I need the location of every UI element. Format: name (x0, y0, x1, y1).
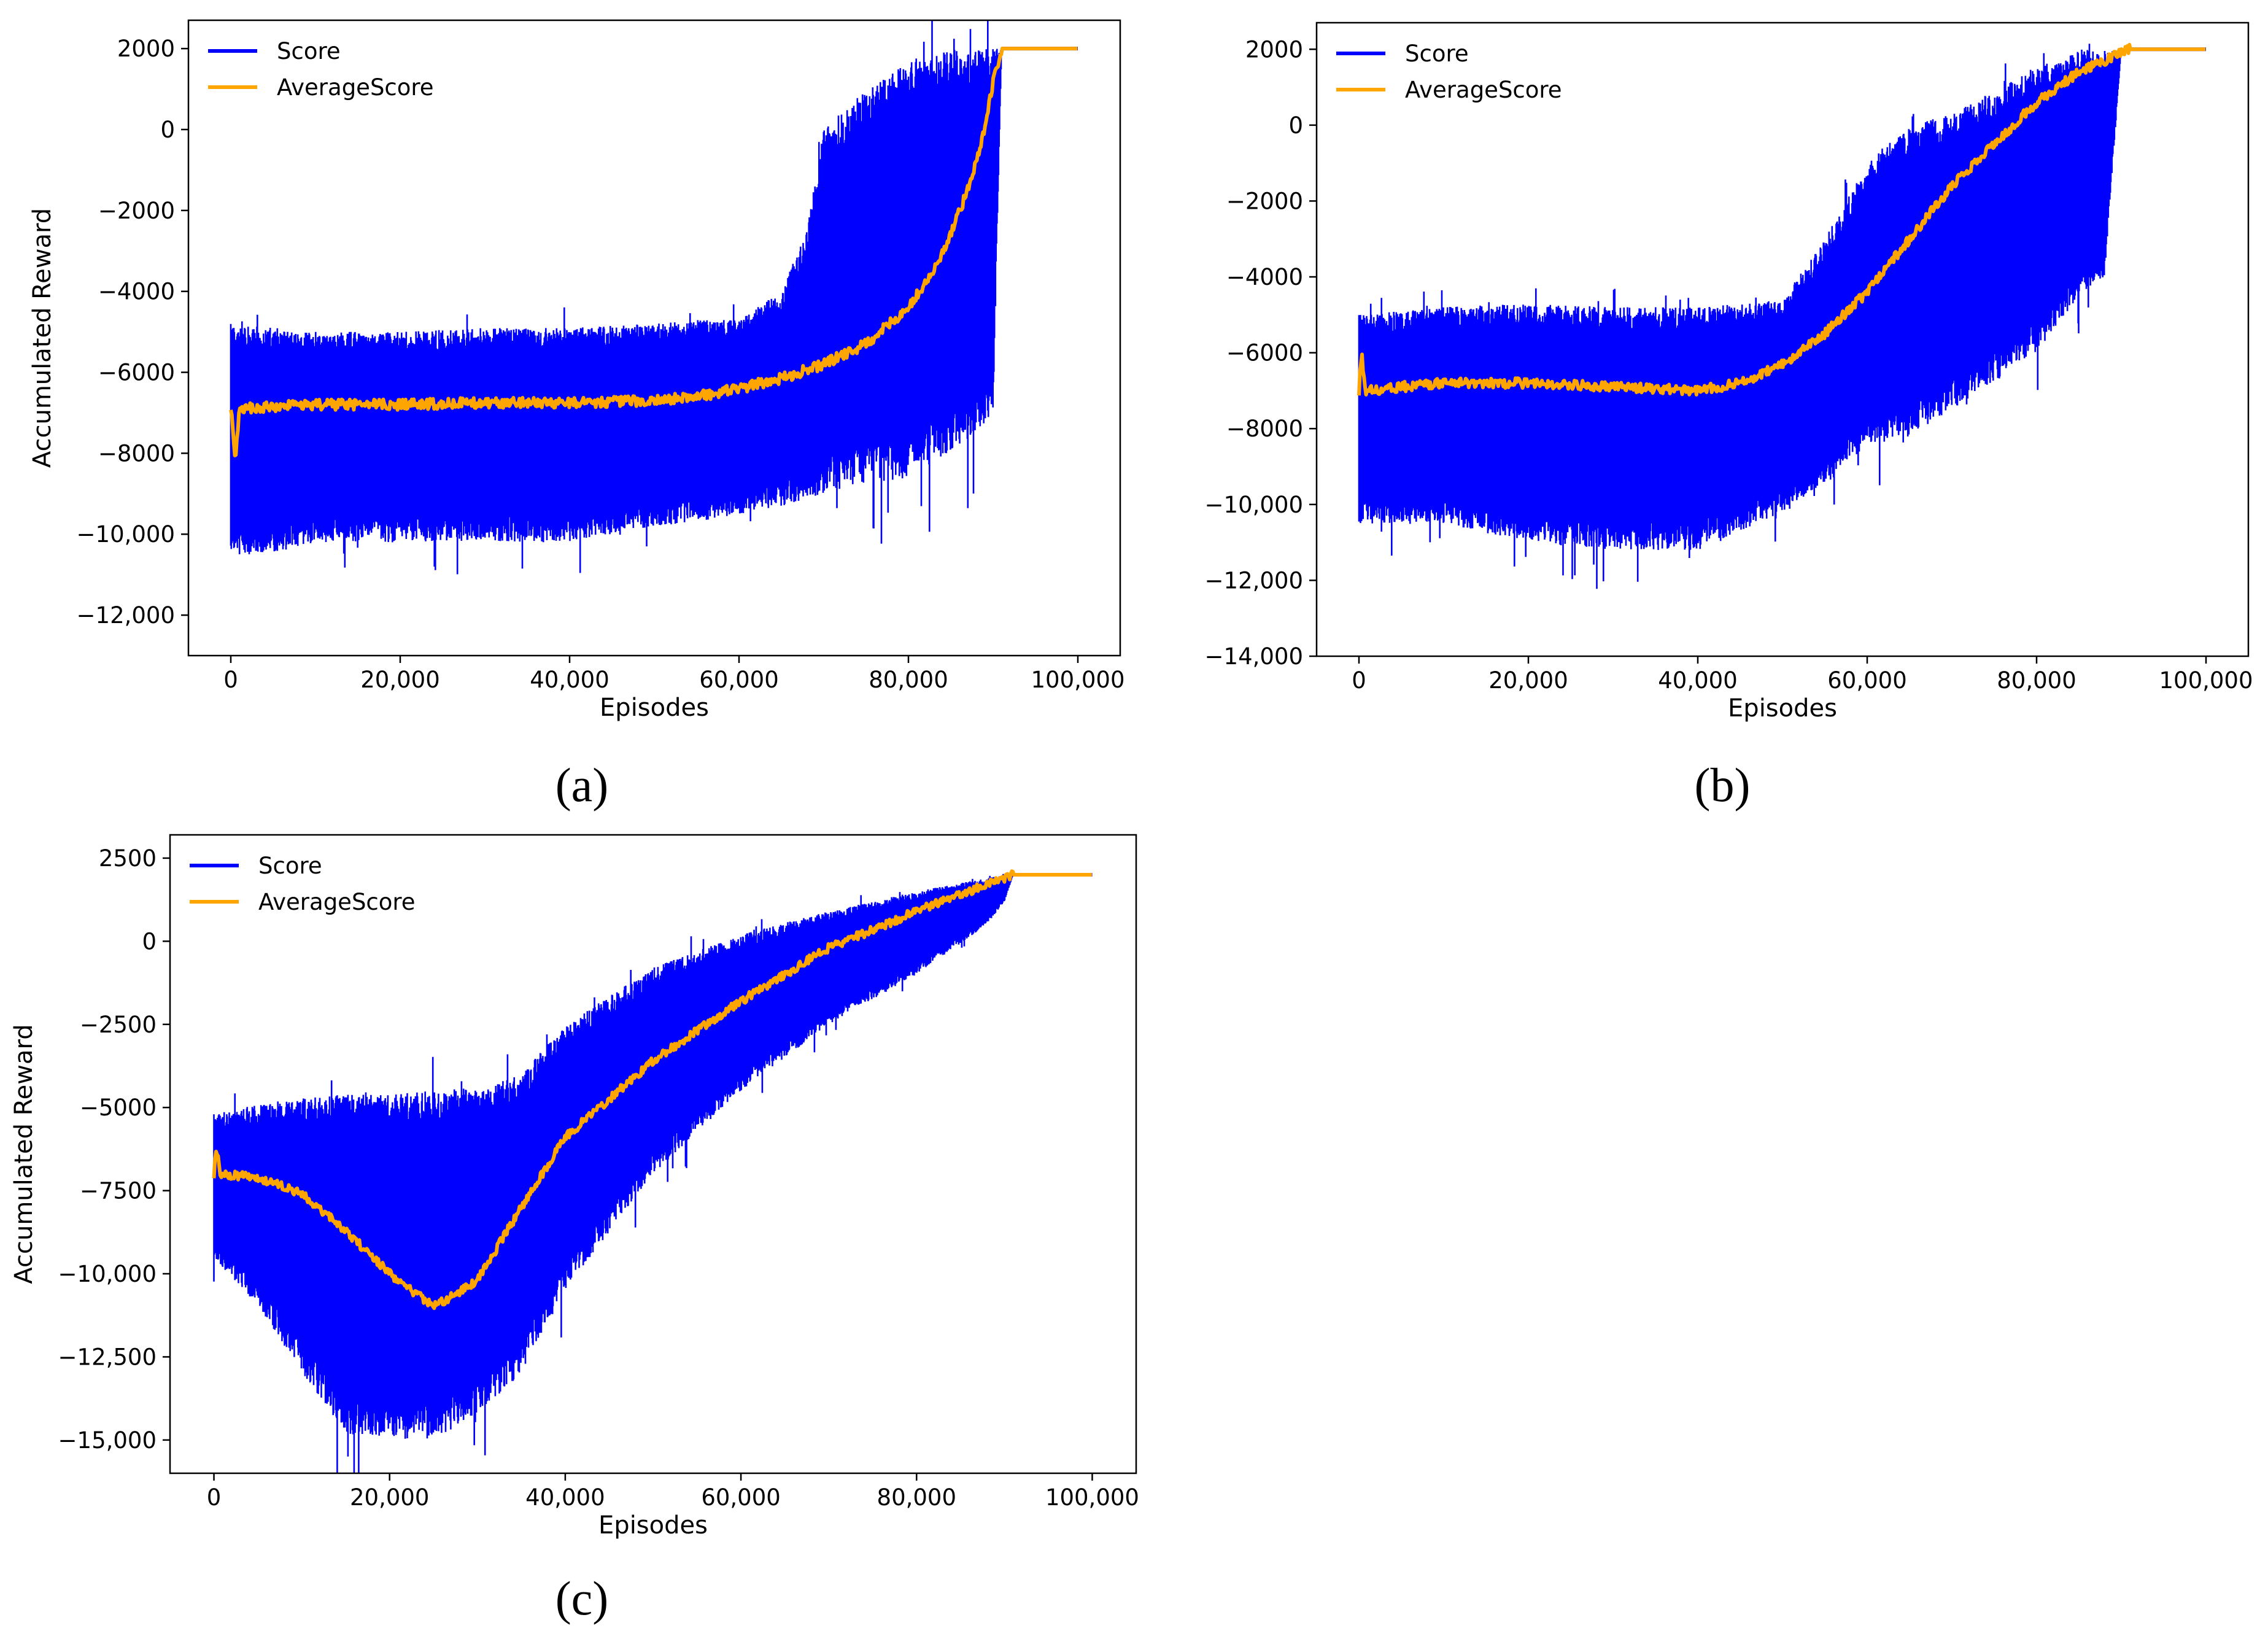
y-tick-label-a: −8000 (98, 440, 175, 467)
legend-label-b: Score (1405, 41, 1469, 67)
y-tick-label-b: −8000 (1226, 416, 1303, 442)
y-tick-label-c: 0 (142, 928, 157, 955)
y-axis-label-a: Accumulated Reward (28, 208, 56, 468)
y-tick-label-b: −10,000 (1205, 492, 1303, 518)
caption-a: (a) (555, 758, 609, 812)
y-tick-label-a: −4000 (98, 279, 175, 305)
chart-panel-c: 0 20,000 40,000 60,000 80,000 100,000 2500 0 −25… (10, 834, 1139, 1540)
y-tick-label-c: −12,500 (58, 1344, 157, 1370)
x-tick-label-a: 80,000 (869, 667, 948, 693)
score-series-c (213, 874, 1014, 1473)
y-tick-label-c: 2500 (99, 845, 157, 872)
average-series-c (212, 869, 1093, 1311)
x-tick-label-b: 80,000 (1997, 667, 2076, 694)
x-tick-label-a: 0 (223, 667, 238, 693)
y-tick-label-b: −14,000 (1205, 643, 1303, 670)
score-series-a (230, 20, 1002, 575)
x-tick-label-a: 100,000 (1031, 667, 1124, 693)
chart-panel-b: 0 20,000 40,000 60,000 80,000 100,000 2000 0 −20… (1205, 21, 2253, 723)
x-tick-label-c: 20,000 (350, 1484, 429, 1511)
y-tick-label-c: −10,000 (58, 1261, 157, 1287)
y-tick-label-b: −4000 (1226, 264, 1303, 290)
score-series-b (1358, 44, 2122, 589)
axes-frame-a (187, 19, 1121, 657)
chart-panel-a: 0 20,000 40,000 60,000 80,000 100,000 2000 0 −20… (28, 19, 1125, 722)
axes-frame-b (1315, 21, 2250, 657)
x-tick-label-a: 40,000 (530, 667, 609, 693)
x-tick-label-a: 60,000 (699, 667, 778, 693)
average-series-b (1357, 42, 2207, 397)
x-tick-label-c: 40,000 (525, 1484, 605, 1511)
x-tick-label-b: 0 (1352, 667, 1366, 694)
y-tick-label-a: −6000 (98, 360, 175, 386)
y-tick-label-b: −2000 (1226, 188, 1303, 214)
x-tick-label-a: 20,000 (360, 667, 439, 693)
axes-frame-c (169, 834, 1137, 1474)
y-tick-label-c: −15,000 (58, 1427, 157, 1454)
y-tick-label-a: −12,000 (77, 602, 175, 629)
x-axis-label-a: Episodes (600, 694, 709, 722)
y-tick-label-a: 0 (160, 117, 175, 143)
x-tick-label-c: 60,000 (701, 1484, 780, 1511)
x-tick-label-c: 80,000 (877, 1484, 956, 1511)
x-tick-label-c: 100,000 (1045, 1484, 1139, 1511)
y-axis-label-c: Accumulated Reward (10, 1024, 38, 1284)
y-tick-label-c: −7500 (80, 1178, 157, 1204)
y-tick-label-b: 0 (1288, 112, 1303, 139)
x-axis-label-b: Episodes (1728, 694, 1837, 723)
caption-c: (c) (555, 1571, 609, 1625)
x-tick-label-b: 20,000 (1488, 667, 1568, 694)
legend-label-c: AverageScore (258, 889, 416, 915)
legend-label-a: Score (277, 38, 341, 64)
y-tick-label-a: 2000 (117, 36, 175, 62)
legend-label-c: Score (258, 853, 322, 879)
legend-label-a: AverageScore (277, 74, 434, 101)
legend-label-b: AverageScore (1405, 77, 1562, 103)
average-series-a (229, 47, 1078, 457)
y-tick-label-b: 2000 (1245, 36, 1303, 63)
y-tick-label-a: −10,000 (77, 521, 175, 548)
x-tick-label-b: 40,000 (1658, 667, 1737, 694)
x-axis-label-c: Episodes (598, 1511, 708, 1540)
y-tick-label-c: −2500 (80, 1012, 157, 1038)
caption-b: (b) (1695, 758, 1751, 812)
y-tick-label-b: −12,000 (1205, 567, 1303, 594)
y-tick-label-c: −5000 (80, 1095, 157, 1121)
x-tick-label-b: 60,000 (1827, 667, 1906, 694)
y-tick-label-a: −2000 (98, 198, 175, 224)
x-tick-label-b: 100,000 (2159, 667, 2253, 694)
y-tick-label-b: −6000 (1226, 340, 1303, 366)
x-tick-label-c: 0 (207, 1484, 222, 1511)
